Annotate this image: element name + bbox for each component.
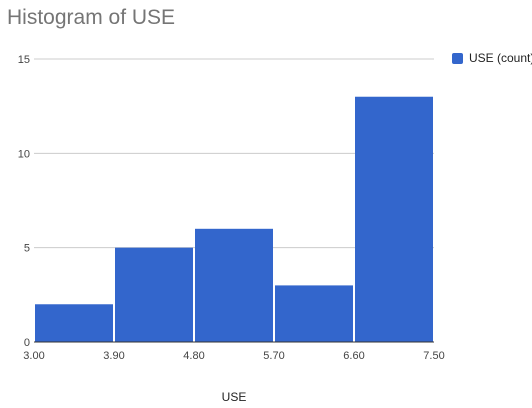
- histogram-bar-3: [195, 228, 273, 342]
- y-tick-label-5: 5: [24, 243, 30, 255]
- chart-title: Histogram of USE: [7, 6, 176, 29]
- x-axis-label: USE: [222, 390, 247, 404]
- legend[interactable]: USE (count): [452, 51, 532, 65]
- y-tick-label-15: 15: [18, 54, 30, 66]
- legend-label: USE (count): [469, 51, 532, 65]
- histogram-bar-1: [35, 304, 113, 342]
- legend-swatch: [452, 52, 463, 64]
- x-tick-label-7.50: 7.50: [423, 350, 444, 362]
- histogram-bar-4: [275, 285, 353, 342]
- x-tick-label-6.60: 6.60: [343, 350, 364, 362]
- x-tick-label-5.70: 5.70: [263, 350, 284, 362]
- histogram-bar-2: [115, 247, 193, 342]
- y-tick-label-0: 0: [24, 337, 30, 349]
- histogram-bar-5: [355, 96, 433, 342]
- y-tick-label-10: 10: [18, 148, 30, 160]
- x-tick-label-3.00: 3.00: [23, 350, 44, 362]
- x-tick-label-4.80: 4.80: [183, 350, 204, 362]
- x-tick-label-3.90: 3.90: [103, 350, 124, 362]
